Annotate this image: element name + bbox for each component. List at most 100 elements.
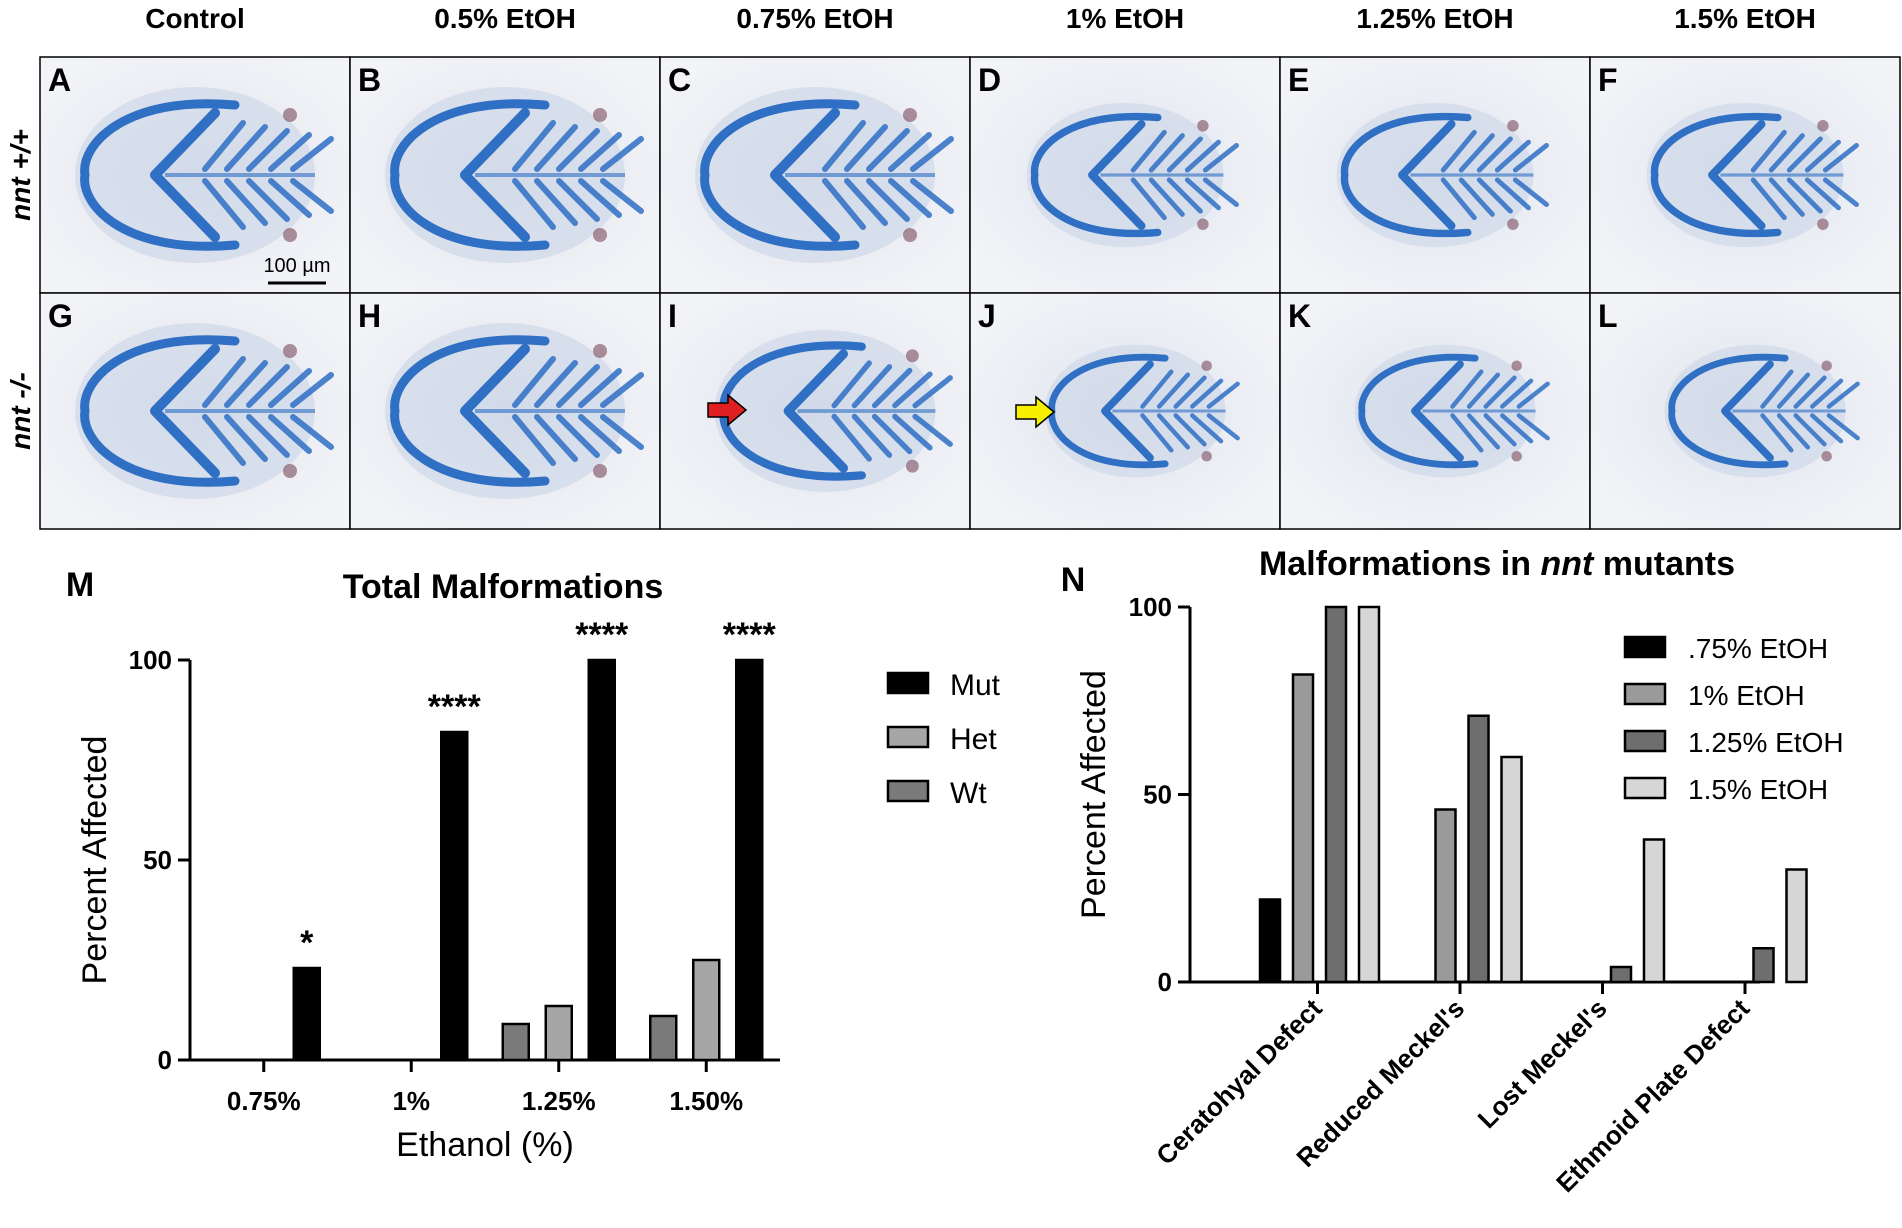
panel-letter: E <box>1288 62 1309 98</box>
legend-swatch <box>1623 635 1667 659</box>
legend-label: Het <box>950 723 997 756</box>
branchial-arch <box>1466 413 1501 450</box>
branchial-arch <box>1512 177 1549 207</box>
branchial-arch <box>888 132 932 172</box>
bar-mut <box>292 966 321 1062</box>
branchial-arch <box>246 178 290 222</box>
pigment <box>903 108 917 122</box>
y-tick-label: 100 <box>129 645 172 675</box>
branchial-arch <box>1130 177 1167 221</box>
branchial-arch <box>1458 133 1495 173</box>
chart-title: Malformations in nnt mutants <box>1259 545 1735 583</box>
ceratohyal-cartilage <box>783 349 848 473</box>
pigment <box>593 464 607 478</box>
ceratohyal-cartilage <box>770 108 840 242</box>
branchial-arch <box>851 413 893 458</box>
row-labels: nnt +/+nnt -/- <box>5 129 36 450</box>
pigment <box>593 108 607 122</box>
branchial-arch <box>1804 139 1841 173</box>
chart-title-part: mutants <box>1593 545 1735 583</box>
bar-het <box>692 958 721 1062</box>
bar-series-2 <box>1467 714 1490 984</box>
branchial-arch <box>224 360 268 408</box>
ceratohyal-cartilage <box>1708 120 1766 230</box>
ceratohyal-cartilage <box>1411 360 1464 462</box>
chart-title: Total Malformations <box>343 568 664 606</box>
branchial-arch <box>1450 369 1484 409</box>
meckels-cartilage <box>80 99 240 251</box>
column-header: 1.25% EtOH <box>1356 3 1513 34</box>
photo-content <box>1026 102 1239 248</box>
y-axis-label: Percent Affected <box>76 736 114 985</box>
photo-content <box>714 330 953 492</box>
branchial-arch <box>512 178 556 230</box>
bar-series-3 <box>1642 838 1666 984</box>
panel-letter: C <box>668 62 691 98</box>
ceratohyal-cartilage <box>460 344 530 478</box>
red-arrow <box>707 393 748 427</box>
chart-total-malformations: M Total Malformations Percent Affected Etha… <box>66 566 1001 1164</box>
bar-series-2 <box>1324 605 1348 984</box>
column-header: 0.75% EtOH <box>736 3 893 34</box>
pigment <box>593 228 607 242</box>
photo-panel: G <box>39 292 351 530</box>
legend-swatch <box>1623 776 1667 800</box>
bar-series-2 <box>1752 947 1775 984</box>
significance-marker: * <box>300 924 314 962</box>
branchial-arch <box>866 128 910 172</box>
branchial-arch <box>578 368 622 408</box>
branchial-arch <box>892 413 933 451</box>
photo-panel: L <box>1589 292 1901 530</box>
branchial-arch <box>1184 139 1221 173</box>
branchial-arch <box>1786 177 1823 214</box>
branchial-arch <box>1776 413 1811 450</box>
photo-panel: H <box>349 292 661 530</box>
branchial-arch <box>246 414 290 458</box>
pigment <box>1821 450 1832 462</box>
branchial-arch <box>1822 177 1859 207</box>
branchial-arch <box>831 360 872 409</box>
branchial-arch <box>600 372 644 408</box>
chart-title-part: Malformations in <box>1259 545 1540 583</box>
row-label-genotype: +/+ <box>5 129 36 177</box>
branchial-arch <box>224 178 268 226</box>
pigment <box>1511 360 1522 372</box>
legend-label: 1.5% EtOH <box>1688 774 1828 805</box>
branchial-arch <box>1768 177 1805 217</box>
branchial-arch <box>1826 413 1860 441</box>
branchial-arch <box>202 414 246 466</box>
y-tick-label: 0 <box>158 1045 172 1075</box>
branchial-arch <box>1184 177 1221 211</box>
significance-marker: **** <box>723 616 777 654</box>
ceratohyal-cartilage <box>150 344 220 478</box>
branchial-arch <box>290 178 334 214</box>
bar-mut <box>735 658 764 1062</box>
pigment <box>593 344 607 358</box>
branchial-arch <box>600 136 644 172</box>
branchial-arch <box>1173 413 1207 447</box>
meckels-cartilage <box>1668 353 1789 469</box>
pigment <box>1821 360 1832 372</box>
branchial-arch <box>600 414 644 450</box>
significance-marker: **** <box>428 688 482 726</box>
pigment <box>1511 450 1522 462</box>
pigment <box>1507 120 1519 132</box>
meckels-cartilage <box>390 99 550 251</box>
legend-swatch <box>1623 682 1667 706</box>
branchial-arch <box>534 178 578 226</box>
branchial-arch <box>1500 378 1534 409</box>
panel-letter: H <box>358 298 381 334</box>
branchial-arch <box>578 132 622 172</box>
branchial-arch <box>822 120 866 172</box>
bar-series-3 <box>1785 868 1808 984</box>
branchial-arch <box>1166 177 1203 214</box>
y-axis-label: Percent Affected <box>1075 670 1113 919</box>
legend-label: Mut <box>950 669 1001 702</box>
panel-letter: K <box>1288 298 1311 334</box>
panel-letter: F <box>1598 62 1618 98</box>
photo-content <box>1354 344 1550 478</box>
branchial-arch <box>1483 413 1517 447</box>
photo-content <box>1664 344 1860 478</box>
branchial-arch <box>556 128 600 172</box>
